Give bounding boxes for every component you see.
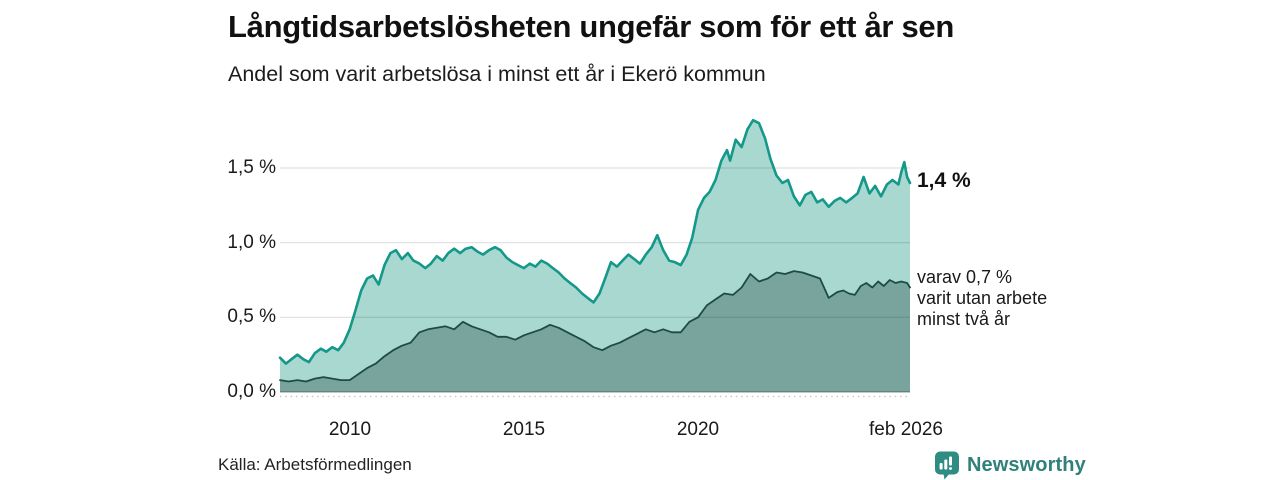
- newsworthy-brand: Newsworthy: [934, 450, 1086, 480]
- twoyear-annotation-line1: varav 0,7 %: [917, 267, 1013, 287]
- y-axis-label-1-5: 1,5 %: [227, 157, 276, 178]
- source-attribution: Källa: Arbetsförmedlingen: [218, 455, 412, 474]
- end-value-label-twoyear: varav 0,7 % varit utan arbete minst två …: [917, 267, 1047, 330]
- twoyear-annotation-line2: varit utan arbete: [917, 288, 1048, 308]
- series-total-line: [278, 118, 912, 365]
- twoyear-annotation-line3: minst två år: [917, 309, 1011, 329]
- newsworthy-logo-icon: [935, 451, 959, 479]
- series-twoyear-area: [280, 271, 910, 392]
- gridlines: [280, 167, 910, 393]
- y-axis-label-0-5: 0,5 %: [227, 306, 276, 327]
- y-axis-label-0-0: 0,0 %: [227, 381, 276, 402]
- newsworthy-wordmark: Newsworthy: [967, 453, 1086, 476]
- chart-subtitle: Andel som varit arbetslösa i minst ett å…: [228, 62, 766, 86]
- page-title: Långtidsarbetslösheten ungefär som för e…: [228, 9, 955, 44]
- x-axis-label-feb-2026: feb 2026: [869, 419, 943, 440]
- series-twoyear-line: [279, 270, 911, 383]
- x-axis-label-2020: 2020: [676, 419, 720, 440]
- y-axis-label-1-0: 1,0 %: [227, 232, 276, 253]
- x-axis-label-2015: 2015: [502, 419, 546, 440]
- end-value-label-total: 1,4 %: [917, 169, 971, 192]
- x-axis-label-2010: 2010: [328, 419, 372, 440]
